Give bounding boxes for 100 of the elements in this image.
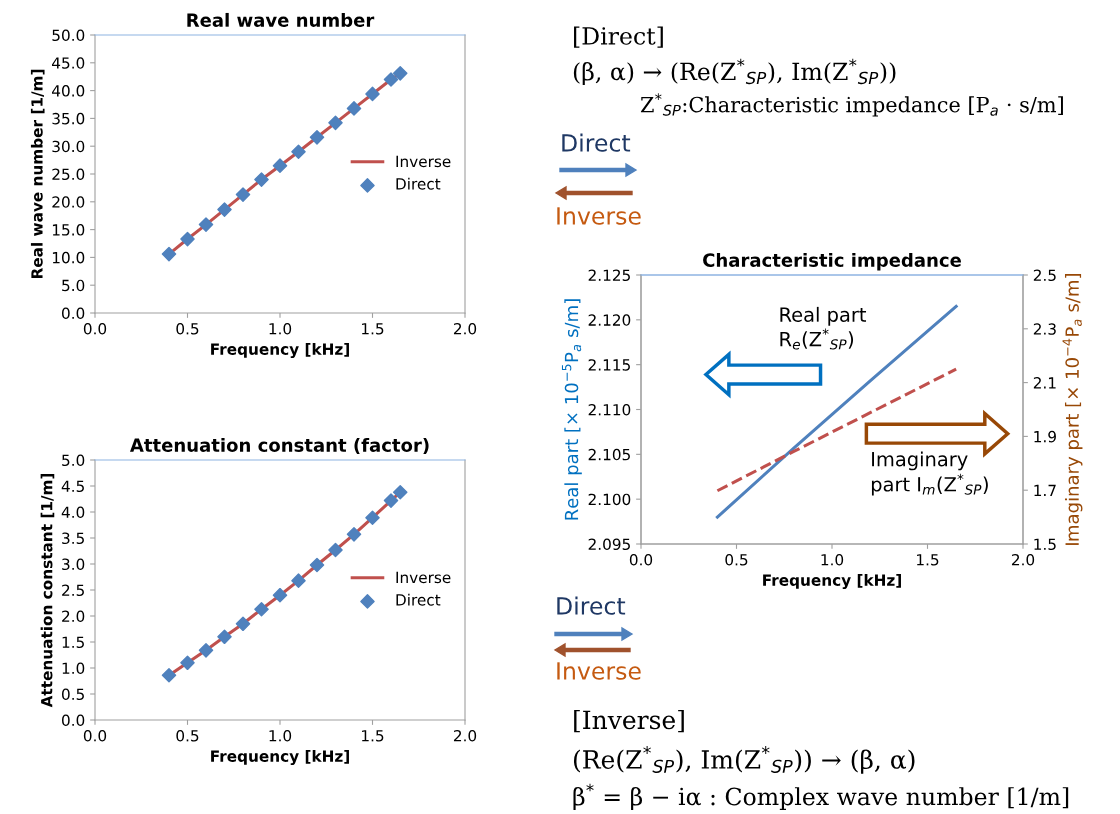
y-tick-label: 2.105 (588, 448, 630, 461)
text: (β, α) → (Re(Z$^{*}$$_{SP}$), Im(Z$^{*}$$_{SP}$)) (573, 58, 896, 85)
point (365, 510, 380, 526)
x-tick-label: 1.5 (917, 554, 939, 566)
point (235, 187, 251, 202)
point (392, 66, 408, 81)
point (328, 115, 343, 131)
x-tick-label: 1.5 (362, 323, 384, 335)
y2-axis-title: Imaginary part [× 10$^{−4}$P$_{a}$ s/m] (1062, 274, 1083, 545)
y-tick-label: 40.0 (52, 85, 85, 97)
y-tick-label: 4.5 (61, 480, 84, 493)
legend-label: Inverse (396, 155, 451, 168)
point (198, 217, 214, 232)
point (328, 542, 343, 558)
text: β$^{*}$ = β − iα : Complex wave number [1/m] (573, 783, 1069, 810)
point (346, 101, 362, 116)
text: (Re(Z$^{*}$$_{SP}$), Im(Z$^{*}$$_{SP}$)) → (β, α) (573, 746, 915, 774)
x-axis-title: Frequency [kHz] (211, 343, 349, 358)
chart-title: Attenuation constant (factor) (129, 437, 429, 455)
text: [Inverse] (574, 709, 684, 733)
text: Direct (562, 133, 631, 152)
y-tick-label: 50.0 (52, 29, 85, 42)
y-tick-label: 10.0 (52, 251, 85, 264)
x-tick-label: 0.0 (83, 729, 107, 742)
annotation: Real part R$_{e}$(Z$^{*}$$_{SP}$) (780, 306, 867, 350)
y2-tick-label: 1.7 (1034, 484, 1056, 496)
point (217, 629, 232, 645)
point (161, 246, 177, 262)
point (198, 643, 214, 658)
x-tick-label: 1.5 (362, 730, 384, 742)
point (346, 527, 362, 542)
y-tick-label: 2.120 (588, 314, 631, 326)
chart-title: Real wave number (187, 12, 375, 27)
y-axis-title: Real part [× 10$^{−5}$P$_{a}$ s/m] (561, 299, 582, 520)
point (383, 72, 399, 87)
y-tick-label: 2.125 (588, 269, 630, 282)
point (291, 573, 306, 588)
y-axis-title: Real wave number [1/m] (30, 69, 45, 279)
x-tick-label: 2.0 (453, 729, 477, 742)
y2-tick-label: 2.3 (1033, 323, 1056, 335)
point (272, 587, 288, 603)
legend-label: Direct (396, 593, 441, 606)
point (235, 616, 251, 632)
x-tick-label: 1.0 (269, 322, 292, 335)
y-tick-label: 3.0 (62, 558, 85, 571)
y2-tick-label: 1.9 (1034, 430, 1056, 443)
text: Z$^{*}$$_{SP}$:Characteristic impedance [P$_{a}$ · s/m] (640, 93, 1063, 117)
point (161, 667, 177, 683)
y-tick-label: 3.5 (62, 532, 84, 545)
annotation: Imaginary part I$_{m}$(Z$^{*}$$_{SP}$) (871, 451, 988, 496)
point (180, 231, 195, 247)
y-tick-label: 2.095 (588, 538, 630, 551)
text: Direct (557, 596, 626, 615)
point (383, 493, 399, 508)
x-tick-label: 1.0 (269, 729, 292, 742)
point (309, 557, 325, 573)
y-tick-label: 0.5 (61, 688, 84, 701)
y-tick-label: 25.0 (52, 168, 85, 181)
y-tick-label: 0.0 (61, 307, 85, 320)
chart-title: Characteristic impedance (703, 252, 961, 271)
y-tick-label: 2.115 (588, 359, 630, 371)
y2-tick-label: 2.1 (1033, 377, 1056, 389)
x-tick-label: 0.0 (83, 322, 107, 335)
y-tick-label: 2.100 (588, 493, 631, 506)
y-tick-label: 5.0 (62, 454, 85, 467)
y-tick-label: 1.0 (62, 662, 85, 675)
legend-label: Direct (396, 177, 441, 190)
y-tick-label: 2.110 (588, 403, 631, 416)
x-tick-label: 0.5 (725, 553, 748, 566)
y-tick-label: 5.0 (62, 279, 85, 292)
point (217, 202, 232, 217)
y-axis-title: Attenuation constant [1/m] (40, 473, 55, 708)
y-tick-label: 0.0 (61, 714, 85, 727)
point (272, 158, 288, 173)
x-tick-label: 2.0 (1011, 553, 1035, 566)
y-tick-label: 2.5 (62, 584, 84, 597)
x-tick-label: 0.0 (629, 553, 653, 566)
x-axis-title: Frequency [kHz] (763, 574, 901, 589)
point (365, 86, 380, 102)
point (291, 144, 306, 160)
y-tick-label: 15.0 (52, 224, 85, 236)
x-tick-label: 1.0 (821, 553, 844, 566)
point (254, 172, 269, 187)
y-tick-label: 20.0 (52, 196, 85, 208)
point (309, 130, 325, 145)
point (180, 655, 195, 671)
x-axis-title: Frequency [kHz] (211, 750, 349, 765)
legend-label: Inverse (396, 571, 451, 584)
y-tick-label: 2.0 (62, 610, 85, 623)
y-tick-label: 4.0 (61, 506, 85, 519)
x-tick-label: 0.5 (176, 322, 199, 335)
text: Inverse (557, 662, 641, 680)
text: Inverse (557, 207, 641, 225)
y-tick-label: 45.0 (52, 57, 85, 69)
point (392, 484, 408, 500)
y-tick-label: 1.5 (62, 636, 84, 649)
y-tick-label: 30.0 (52, 140, 85, 153)
y2-tick-label: 2.5 (1033, 269, 1056, 282)
x-tick-label: 0.5 (176, 729, 199, 742)
y2-tick-label: 1.5 (1034, 538, 1056, 551)
